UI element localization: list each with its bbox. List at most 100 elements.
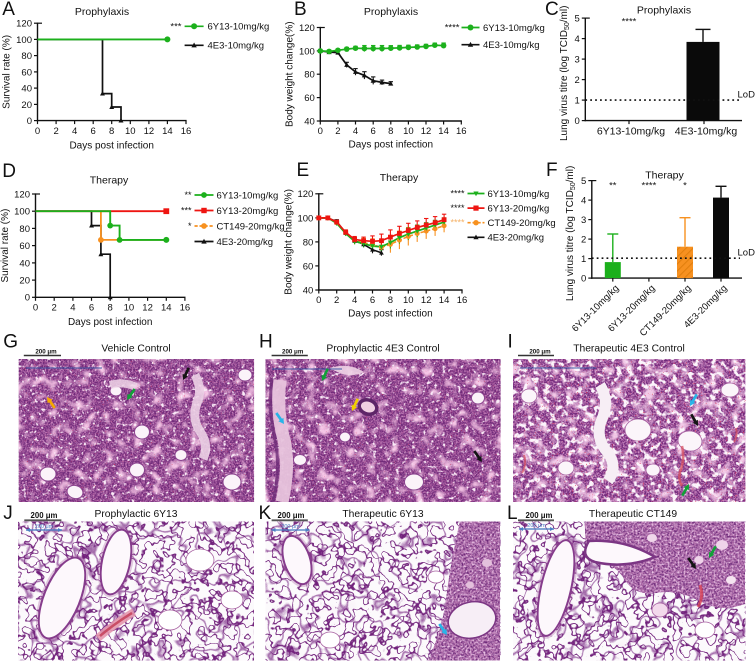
svg-text:Therapeutic 6Y13: Therapeutic 6Y13 [342, 509, 424, 520]
svg-text:16: 16 [456, 126, 467, 137]
svg-text:60: 60 [303, 261, 314, 272]
svg-text:Lung virus titre (log TCID50/m: Lung virus titre (log TCID50/ml) [559, 6, 571, 141]
svg-text:120: 120 [297, 189, 313, 200]
svg-text:K: K [259, 503, 272, 524]
svg-text:Days post infection: Days post infection [349, 140, 434, 151]
svg-text:10: 10 [403, 126, 414, 137]
svg-text:Therapy: Therapy [645, 170, 684, 182]
svg-text:Vehicle Control: Vehicle Control [101, 344, 170, 355]
svg-text:16: 16 [181, 126, 192, 137]
svg-text:I: I [508, 332, 513, 353]
svg-text:2: 2 [334, 295, 339, 306]
svg-text:40: 40 [304, 116, 315, 127]
svg-text:120: 120 [16, 19, 32, 30]
svg-text:6: 6 [91, 126, 96, 137]
svg-text:Survival rate (%): Survival rate (%) [0, 209, 11, 283]
svg-text:20: 20 [19, 276, 30, 287]
svg-text:6Y13-20mg/kg: 6Y13-20mg/kg [217, 206, 279, 217]
svg-text:100: 100 [299, 46, 315, 57]
svg-text:Prophylaxis: Prophylaxis [637, 5, 691, 17]
svg-text:80: 80 [19, 224, 30, 235]
svg-text:200 μm: 200 μm [278, 511, 305, 520]
svg-text:****: **** [622, 17, 637, 28]
svg-text:14: 14 [161, 303, 172, 314]
svg-text:Body weight change(%): Body weight change(%) [284, 189, 295, 295]
svg-text:6Y13-10mg/kg: 6Y13-10mg/kg [483, 23, 545, 34]
svg-text:****: **** [642, 181, 657, 192]
svg-text:8: 8 [388, 295, 393, 306]
svg-text:10: 10 [124, 303, 135, 314]
svg-text:40: 40 [21, 84, 32, 95]
svg-text:Therapy: Therapy [380, 172, 419, 184]
svg-text:2: 2 [335, 126, 340, 137]
svg-text:4: 4 [353, 126, 358, 137]
svg-text:14: 14 [162, 126, 173, 137]
svg-text:0: 0 [27, 116, 32, 127]
svg-text:60: 60 [21, 67, 32, 78]
svg-text:12: 12 [421, 295, 432, 306]
svg-text:6Y13-10mg/kg: 6Y13-10mg/kg [597, 125, 665, 137]
svg-text:1: 1 [581, 254, 586, 265]
svg-text:2: 2 [581, 235, 586, 246]
svg-text:C: C [545, 0, 559, 20]
svg-text:4: 4 [581, 196, 586, 207]
svg-text:**: ** [184, 190, 192, 200]
svg-text:*: * [683, 181, 687, 192]
svg-text:Survival rate (%): Survival rate (%) [2, 35, 13, 109]
svg-text:CT149-20mg/kg: CT149-20mg/kg [488, 218, 556, 229]
svg-text:200 μm: 200 μm [35, 349, 57, 356]
svg-text:Prophylaxis: Prophylaxis [364, 6, 418, 18]
svg-text:16: 16 [180, 303, 191, 314]
svg-text:12: 12 [421, 126, 432, 137]
svg-text:8: 8 [109, 126, 114, 137]
svg-text:****: **** [450, 203, 465, 213]
svg-text:60: 60 [19, 241, 30, 252]
svg-text:60: 60 [304, 93, 315, 104]
svg-text:200 μm: 200 μm [35, 524, 54, 530]
svg-text:Lung virus titre (log TCID50/m: Lung virus titre (log TCID50/ml) [565, 166, 577, 301]
svg-text:4: 4 [72, 126, 77, 137]
svg-text:80: 80 [21, 51, 32, 62]
svg-text:200 μm: 200 μm [281, 524, 300, 530]
svg-text:4: 4 [70, 303, 75, 314]
svg-text:4: 4 [575, 34, 580, 45]
svg-text:J: J [3, 503, 13, 524]
svg-text:20: 20 [21, 100, 32, 111]
svg-text:8: 8 [388, 126, 393, 137]
svg-text:Prophylaxis: Prophylaxis [75, 6, 129, 18]
svg-text:L: L [507, 503, 518, 524]
svg-text:0: 0 [318, 126, 323, 137]
svg-text:2: 2 [575, 75, 580, 86]
svg-text:****: **** [445, 23, 460, 34]
svg-text:4: 4 [352, 295, 357, 306]
svg-text:Body weight change(%): Body weight change(%) [285, 21, 296, 127]
svg-text:4E3-20mg/kg: 4E3-20mg/kg [217, 237, 274, 248]
svg-text:5: 5 [575, 14, 580, 25]
svg-text:12: 12 [144, 126, 155, 137]
svg-text:G: G [3, 332, 18, 353]
svg-text:CT149-20mg/kg: CT149-20mg/kg [217, 221, 285, 232]
svg-text:200 μm: 200 μm [529, 349, 551, 356]
svg-text:120: 120 [14, 189, 30, 200]
svg-text:4E3-10mg/kg: 4E3-10mg/kg [675, 125, 738, 137]
svg-text:Prophylactic 4E3 Control: Prophylactic 4E3 Control [326, 344, 439, 355]
svg-text:1: 1 [575, 96, 580, 107]
svg-text:6Y13-20mg/kg: 6Y13-20mg/kg [488, 204, 550, 215]
svg-text:B: B [294, 0, 307, 20]
svg-text:F: F [546, 160, 558, 181]
svg-text:4E3-10mg/kg: 4E3-10mg/kg [208, 41, 265, 52]
svg-text:H: H [259, 332, 273, 353]
svg-text:0: 0 [581, 274, 586, 285]
svg-text:40: 40 [303, 285, 314, 296]
svg-text:0: 0 [316, 295, 321, 306]
svg-text:3: 3 [575, 55, 580, 66]
svg-text:40: 40 [19, 258, 30, 269]
svg-text:6Y13-10mg/kg: 6Y13-10mg/kg [217, 190, 279, 201]
svg-text:*: * [188, 221, 192, 231]
svg-text:Days post infection: Days post infection [69, 141, 154, 152]
svg-text:2: 2 [52, 303, 57, 314]
svg-text:4E3-10mg/kg: 4E3-10mg/kg [483, 40, 540, 51]
svg-text:0: 0 [33, 303, 38, 314]
svg-text:5: 5 [581, 176, 586, 187]
svg-text:16: 16 [457, 295, 468, 306]
